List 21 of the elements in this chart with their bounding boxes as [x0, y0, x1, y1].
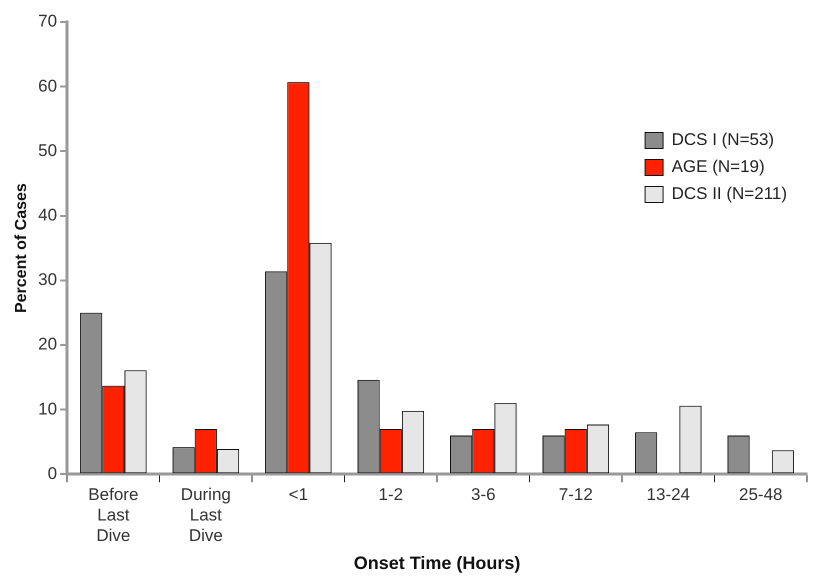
y-tick-label: 10 — [38, 399, 58, 418]
x-tick-label: Before Last Dive — [88, 485, 138, 545]
y-tick-label: 50 — [38, 140, 58, 160]
legend-label: DCS I (N=53) — [672, 130, 774, 150]
y-axis-title: Percent of Cases — [13, 183, 30, 314]
x-tick-label: 25-48 — [739, 485, 782, 504]
y-tick-label: 30 — [38, 270, 58, 290]
legend-label: DCS II (N=211) — [672, 184, 788, 204]
y-tick-label: 70 — [38, 12, 58, 31]
y-tick-label: 60 — [38, 76, 58, 96]
x-tick-label: 7-12 — [558, 485, 593, 504]
x-tick-label: 3-6 — [471, 485, 496, 504]
x-tick-label: 1-2 — [378, 485, 404, 504]
y-tick-label: 40 — [38, 205, 58, 224]
y-tick-label: 20 — [38, 334, 58, 354]
legend-label: AGE (N=19) — [672, 157, 765, 176]
x-axis-title: Onset Time (Hours) — [354, 553, 520, 574]
x-tick-label: <1 — [288, 485, 308, 504]
y-tick-label: 0 — [48, 464, 58, 483]
x-tick-label: 13-24 — [646, 485, 690, 504]
x-tick-label: During Last Dive — [180, 485, 231, 545]
